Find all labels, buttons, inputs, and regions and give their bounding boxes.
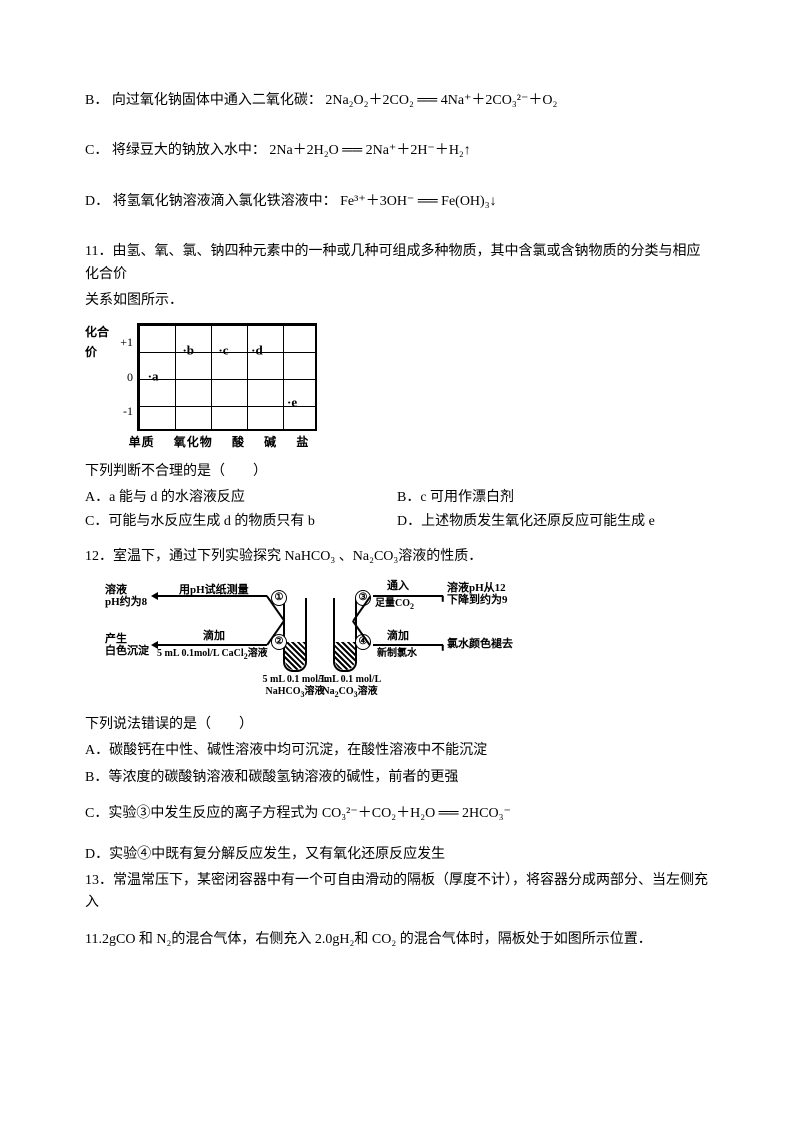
q13-line2: 11.2gCO 和 N₂的混合气体，右侧充入 2.0gH₂和 CO₂ 的混合气体… <box>85 929 709 951</box>
c2-left-top-method: 用pH试纸测量 <box>179 582 249 600</box>
chart1-grid: ·a ·b ·c ·d ·e <box>137 323 317 431</box>
q11-prompt: 下列判断不合理的是（ ） <box>85 461 709 483</box>
c2-right-top-result: 溶液pH从12下降到约为9 <box>447 582 508 606</box>
q11-opt-b: B．c 可用作漂白剂 <box>397 487 709 509</box>
c2-left-top-result: 溶液pH约为8 <box>105 584 147 608</box>
q11-opt-d: D．上述物质发生氧化还原反应可能生成 e <box>397 511 709 533</box>
q13-line1: 13．常温常压下，某密闭容器中有一个可自由滑动的隔板（厚度不计），将容器分成两部… <box>85 870 709 915</box>
q11-options: A．a 能与 d 的水溶液反应 B．c 可用作漂白剂 C．可能与水反应生成 d … <box>85 487 709 536</box>
q12-stem: 12．室温下，通过下列实验探究 NaHCO₃ 、Na₂CO₃溶液的性质． <box>85 546 709 568</box>
q11-opt-a: A．a 能与 d 的水溶液反应 <box>85 487 397 509</box>
chart1-ylabel: 化合价 <box>85 323 113 361</box>
q11-stem-1: 11．由氢、氧、氯、钠四种元素中的一种或几种可组成多种物质，其中含氯或含钠物质的… <box>85 241 709 286</box>
option-b-text: 向过氧化钠固体中通入二氧化碳： <box>112 93 322 108</box>
option-c-label: C． <box>85 143 108 158</box>
q12-experiment-diagram: 溶液pH约为8 用pH试纸测量 产生白色沉淀 滴加 5 mL 0.1mol/L … <box>105 578 535 708</box>
q12-prompt: 下列说法错误的是（ ） <box>85 714 709 736</box>
test-tube-right <box>333 598 357 672</box>
q11-stem-2: 关系如图所示． <box>85 290 709 312</box>
c2-line <box>442 645 444 651</box>
c2-right-bot-result: 氯水颜色褪去 <box>447 636 513 654</box>
c2-right-bot-method-a: 滴加 <box>387 628 409 646</box>
chart1-point: ·c <box>218 341 228 362</box>
test-tube-left <box>283 598 307 672</box>
tube-right-label: 5mL 0.1 mol/LNa2CO3溶液 <box>305 674 395 700</box>
chart1-point: ·b <box>182 341 194 362</box>
option-d-label: D． <box>85 194 109 209</box>
c2-left-bot-result: 产生白色沉淀 <box>105 633 149 657</box>
q12-opt-a: A．碳酸钙在中性、碱性溶液中均可沉淀，在酸性溶液中不能沉淀 <box>85 740 709 762</box>
option-c-text: 将绿豆大的钠放入水中： <box>112 143 266 158</box>
circled-1: ① <box>271 590 287 606</box>
c2-right-bot-method-b: 新制氯水 <box>377 646 417 662</box>
c2-left-bot-method-a: 滴加 <box>203 628 225 646</box>
q11-opt-c: C．可能与水反应生成 d 的物质只有 b <box>85 511 397 533</box>
option-d-eq: Fe³⁺＋3OH⁻ ══ Fe(OH)₃↓ <box>340 194 496 209</box>
chart1-xlabels: 单质 氧化物 酸 碱 盐 <box>115 433 319 452</box>
circled-2: ② <box>271 634 287 650</box>
option-d-line: D． 将氢氧化钠溶液滴入氯化铁溶液中： Fe³⁺＋3OH⁻ ══ Fe(OH)₃… <box>85 191 709 213</box>
option-c-eq: 2Na＋2H₂O ══ 2Na⁺＋2H⁻＋H₂↑ <box>269 143 470 158</box>
option-b-label: B． <box>85 93 108 108</box>
option-b-eq: 2Na₂O₂＋2CO₂ ══ 4Na⁺＋2CO₃²⁻＋O₂ <box>325 93 557 108</box>
chart1-point: ·e <box>287 393 297 414</box>
chart1-point: ·d <box>251 341 263 362</box>
option-b-line: B． 向过氧化钠固体中通入二氧化碳： 2Na₂O₂＋2CO₂ ══ 4Na⁺＋2… <box>85 90 709 112</box>
chart1-yticks: +1 0 -1 <box>117 323 133 421</box>
c2-right-top-method-a: 通入 <box>387 578 409 596</box>
q12-opt-c: C．实验③中发生反应的离子方程式为 CO₃²⁻＋CO₂＋H₂O ══ 2HCO₃… <box>85 803 709 825</box>
chart1-point: ·a <box>148 367 159 388</box>
q12-opt-d: D．实验④中既有复分解反应发生，又有氧化还原反应发生 <box>85 844 709 866</box>
option-c-line: C． 将绿豆大的钠放入水中： 2Na＋2H₂O ══ 2Na⁺＋2H⁻＋H₂↑ <box>85 140 709 162</box>
option-d-text: 将氢氧化钠溶液滴入氯化铁溶液中： <box>113 194 337 209</box>
c2-left-bot-method-b: 5 mL 0.1mol/L CaCl2溶液 <box>157 646 268 664</box>
c2-right-top-method-b: 足量CO2 <box>375 596 414 614</box>
q11-valence-chart: 化合价 +1 0 -1 ·a ·b ·c ·d ·e 单质 氧化物 酸 碱 盐 <box>85 323 319 452</box>
q12-opt-b: B．等浓度的碳酸钠溶液和碳酸氢钠溶液的碱性，前者的更强 <box>85 767 709 789</box>
c2-line <box>442 596 444 602</box>
